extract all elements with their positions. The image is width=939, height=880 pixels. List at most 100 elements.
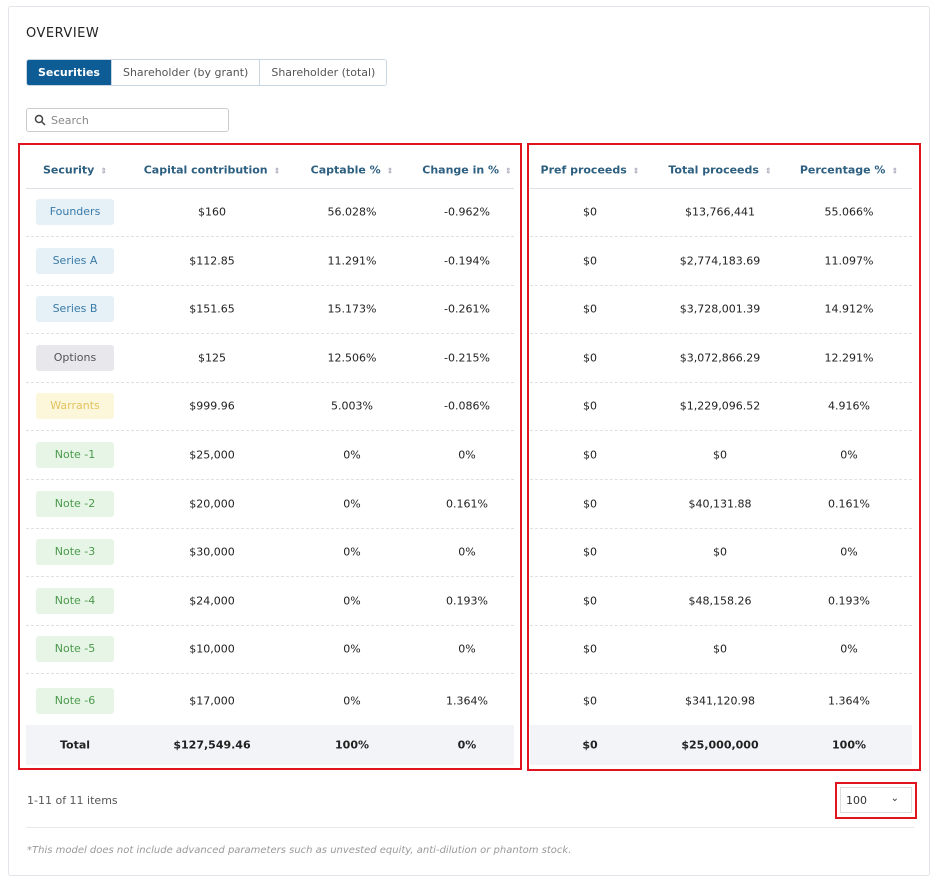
page-size-select[interactable]: 100 ⌄ <box>840 787 912 813</box>
highlight <box>835 782 917 819</box>
table-cell: $0 <box>583 594 597 608</box>
table-cell: 0.161% <box>446 497 488 511</box>
search-box[interactable]: Search <box>26 108 229 132</box>
table-cell: $0 <box>713 545 727 559</box>
security-badge: Note -6 <box>36 688 114 714</box>
row-divider <box>530 333 912 335</box>
table-cell: 0% <box>343 594 361 608</box>
table-cell: 11.291% <box>327 254 377 268</box>
table-cell: 0% <box>840 448 858 462</box>
sort-icon[interactable]: ⇕ <box>386 166 394 176</box>
table-cell: 0% <box>840 642 858 656</box>
tab[interactable]: Shareholder (by grant) <box>110 60 260 85</box>
table-cell: 0% <box>458 448 476 462</box>
table-cell: $0 <box>583 448 597 462</box>
security-badge: Series A <box>36 247 114 274</box>
highlight <box>18 143 522 770</box>
row-divider <box>26 673 514 675</box>
table-cell: 4.916% <box>828 399 870 413</box>
column-header: Pref proceeds ⇕ <box>541 164 640 177</box>
table-cell: $48,158.26 <box>688 594 752 608</box>
row-divider <box>530 236 912 237</box>
sort-icon[interactable]: ⇕ <box>100 166 108 176</box>
table-cell: 1.364% <box>446 694 488 708</box>
sort-icon[interactable]: ⇕ <box>632 166 640 176</box>
sort-icon[interactable]: ⇕ <box>273 166 281 176</box>
table-cell: 0% <box>343 642 361 656</box>
table-cell: 1.364% <box>828 694 870 708</box>
table-cell: $0 <box>583 205 597 219</box>
row-divider <box>530 430 912 432</box>
table-cell: $0 <box>583 399 597 413</box>
total-cell: $25,000,000 <box>681 738 759 752</box>
table-cell: -0.215% <box>444 351 490 365</box>
table-cell: 56.028% <box>327 205 377 219</box>
row-divider <box>26 576 514 578</box>
row-divider <box>26 236 514 237</box>
security-badge: Options <box>36 344 114 371</box>
row-divider <box>26 624 514 626</box>
tabs: Securities Shareholder (by grant) Shareh… <box>26 59 388 86</box>
security-badge: Note -5 <box>36 636 114 663</box>
sort-icon[interactable]: ⇕ <box>764 166 772 176</box>
table-cell: 14.912% <box>824 302 874 316</box>
tab[interactable]: Securities <box>27 60 111 85</box>
header-text: Percentage % <box>799 163 886 177</box>
header-text: Change in % <box>422 163 500 177</box>
header-text: Capital contribution <box>143 163 268 177</box>
table-cell: $0 <box>583 694 597 708</box>
table-cell: 0% <box>840 545 858 559</box>
security-badge: Founders <box>36 199 114 225</box>
total-cell: Total <box>59 738 91 752</box>
row-divider <box>530 381 912 383</box>
total-cell: 0% <box>457 738 477 752</box>
table-cell: 0.193% <box>828 594 870 608</box>
row-divider <box>530 673 912 675</box>
sort-icon[interactable]: ⇕ <box>505 166 512 176</box>
table-cell: -0.261% <box>444 302 490 316</box>
table-cell: 0.161% <box>828 497 870 511</box>
table-cell: $0 <box>583 302 597 316</box>
row-divider <box>530 188 912 189</box>
row-divider <box>530 479 912 480</box>
table-cell: $1,229,096.52 <box>679 399 761 413</box>
security-badge: Warrants <box>36 393 114 420</box>
column-header: Captable % ⇕ <box>311 164 394 177</box>
page-size: 100 <box>846 794 867 807</box>
row-divider <box>26 381 514 383</box>
header-text: Captable % <box>310 163 381 177</box>
table-cell: $125 <box>198 351 226 365</box>
table-cell: $3,072,866.29 <box>679 351 761 365</box>
table-cell: $0 <box>583 545 597 559</box>
table-cell: $341,120.98 <box>685 694 755 708</box>
table-cell: 0% <box>343 545 361 559</box>
column-header: Total proceeds ⇕ <box>668 164 771 177</box>
table-cell: $0 <box>583 254 597 268</box>
table-cell: $13,766,441 <box>685 205 755 219</box>
row-divider <box>26 527 514 529</box>
security-badge: Note -2 <box>36 490 114 517</box>
pagination: 1-11 of 11 items <box>27 794 118 807</box>
sort-icon[interactable]: ⇕ <box>891 166 899 176</box>
table-cell: -0.194% <box>444 254 490 268</box>
table-cell: 11.097% <box>824 254 874 268</box>
table-cell: 0.193% <box>446 594 488 608</box>
table-cell: $151.65 <box>189 302 235 316</box>
table-cell: 15.173% <box>327 302 377 316</box>
total-row-bg <box>26 725 514 765</box>
header-text: Total proceeds <box>668 163 759 177</box>
total-cell: 100% <box>832 738 866 752</box>
row-divider <box>26 188 514 189</box>
table-cell: 55.066% <box>824 205 874 219</box>
column-header: Change in % ⇕ <box>422 164 511 177</box>
row-divider <box>26 479 514 480</box>
highlight <box>527 143 921 771</box>
row-divider <box>26 284 514 286</box>
table-cell: $112.85 <box>189 254 235 268</box>
row-divider <box>530 624 912 626</box>
table-cell: 0% <box>343 497 361 511</box>
table-cell: $999.96 <box>189 399 235 413</box>
table-cell: $20,000 <box>189 497 235 511</box>
tab[interactable]: Shareholder (total) <box>259 60 387 85</box>
